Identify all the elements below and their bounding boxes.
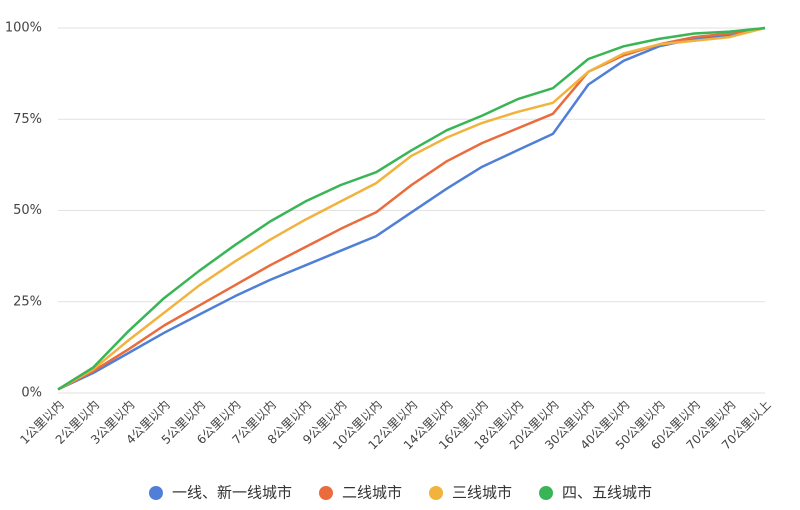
legend-item: 二线城市 <box>318 484 402 502</box>
y-tick-label: 0% <box>21 386 42 401</box>
y-tick-label: 25% <box>13 294 42 309</box>
legend-label: 四、五线城市 <box>562 484 652 502</box>
legend-label: 二线城市 <box>342 484 402 502</box>
legend: 一线、新一线城市 二线城市 三线城市 四、五线城市 <box>148 484 652 502</box>
y-tick-label: 100% <box>5 21 42 36</box>
legend-item: 一线、新一线城市 <box>148 484 292 502</box>
series-line <box>57 26 766 391</box>
legend-marker <box>148 486 163 500</box>
legend-label: 三线城市 <box>452 484 512 502</box>
legend-item: 三线城市 <box>429 484 512 502</box>
y-tick-label: 75% <box>13 112 42 127</box>
series-line <box>57 26 766 391</box>
legend-label: 一线、新一线城市 <box>172 484 292 502</box>
series-line <box>57 26 766 391</box>
legend-marker <box>318 486 333 500</box>
y-tick-label: 50% <box>13 203 42 218</box>
legend-marker <box>429 486 443 500</box>
legend-marker <box>539 486 554 500</box>
legend-item: 四、五线城市 <box>539 484 652 502</box>
series-line <box>57 26 766 391</box>
